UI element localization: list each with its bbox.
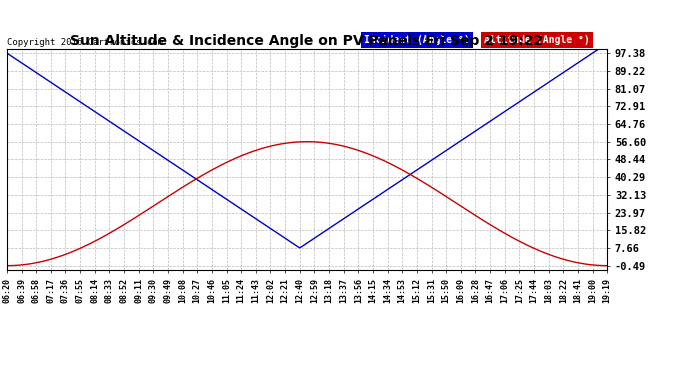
Text: Altitude (Angle °): Altitude (Angle °) xyxy=(484,35,590,45)
Title: Sun Altitude & Incidence Angle on PV Panels Fri Sep 2 19:22: Sun Altitude & Incidence Angle on PV Pan… xyxy=(70,34,544,48)
Text: Copyright 2016 Cartronics.com: Copyright 2016 Cartronics.com xyxy=(7,38,163,46)
Text: Incident (Angle °): Incident (Angle °) xyxy=(364,35,470,45)
